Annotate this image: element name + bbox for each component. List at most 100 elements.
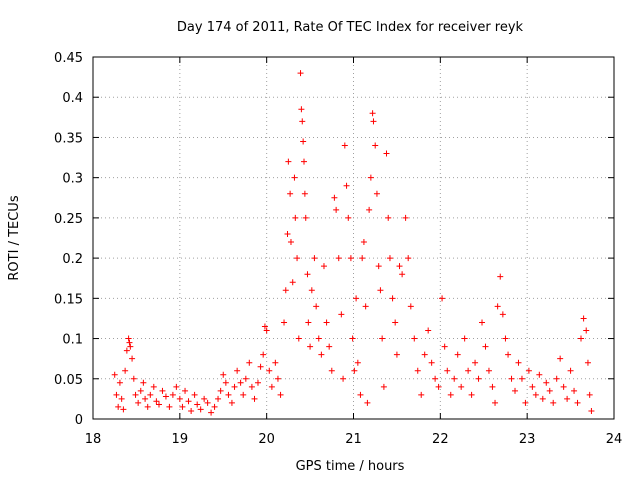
- data-point: [349, 335, 356, 342]
- data-point: [546, 387, 553, 394]
- data-point: [242, 375, 249, 382]
- y-tick-label: 0: [75, 413, 83, 428]
- data-point: [369, 110, 376, 117]
- data-point: [340, 375, 347, 382]
- data-point: [284, 230, 291, 237]
- data-point: [578, 335, 585, 342]
- data-point: [375, 263, 382, 270]
- chart-title: Day 174 of 2011, Rate Of TEC Index for r…: [177, 20, 524, 35]
- data-point: [137, 387, 144, 394]
- y-tick-label: 0.45: [54, 51, 83, 66]
- data-point: [458, 383, 465, 390]
- data-point: [116, 379, 123, 386]
- data-point: [341, 142, 348, 149]
- data-point: [125, 335, 132, 342]
- data-point: [320, 263, 327, 270]
- data-point: [553, 375, 560, 382]
- data-point: [179, 403, 186, 410]
- y-tick-label: 0.35: [54, 131, 83, 146]
- data-point: [347, 255, 354, 262]
- data-point: [126, 339, 133, 346]
- data-point: [159, 387, 166, 394]
- data-point: [240, 391, 247, 398]
- data-point: [261, 323, 268, 330]
- data-point: [515, 359, 522, 366]
- x-tick-label: 24: [606, 432, 623, 447]
- x-tick-label: 22: [432, 432, 449, 447]
- data-point: [228, 399, 235, 406]
- data-points: [111, 70, 595, 416]
- data-point: [331, 194, 338, 201]
- data-point: [118, 395, 125, 402]
- data-point: [399, 271, 406, 278]
- data-point: [127, 343, 134, 350]
- data-point: [140, 379, 147, 386]
- data-point: [472, 359, 479, 366]
- data-point: [225, 391, 232, 398]
- data-point: [277, 391, 284, 398]
- data-point: [120, 406, 127, 413]
- data-point: [372, 142, 379, 149]
- y-axis-label: ROTI / TECUs: [7, 195, 22, 280]
- data-point: [289, 279, 296, 286]
- data-point: [432, 375, 439, 382]
- x-tick-label: 23: [519, 432, 536, 447]
- data-point: [129, 355, 136, 362]
- data-point: [295, 335, 302, 342]
- data-point: [328, 367, 335, 374]
- y-tick-label: 0.25: [54, 212, 83, 227]
- data-point: [567, 367, 574, 374]
- data-point: [326, 343, 333, 350]
- data-point: [411, 335, 418, 342]
- data-point: [215, 395, 222, 402]
- data-point: [518, 375, 525, 382]
- data-point: [211, 403, 218, 410]
- data-point: [583, 327, 590, 334]
- data-point: [302, 214, 309, 221]
- data-point: [197, 406, 204, 413]
- data-point: [439, 295, 446, 302]
- data-point: [287, 239, 294, 246]
- data-point: [268, 383, 275, 390]
- data-point: [451, 375, 458, 382]
- y-tick-label: 0.2: [62, 252, 83, 267]
- data-point: [367, 174, 374, 181]
- data-point: [468, 391, 475, 398]
- data-point: [351, 367, 358, 374]
- data-point: [338, 311, 345, 318]
- y-tick-label: 0.3: [62, 172, 83, 187]
- data-point: [291, 174, 298, 181]
- data-point: [234, 367, 241, 374]
- data-point: [142, 395, 149, 402]
- data-point: [169, 391, 176, 398]
- data-point: [132, 391, 139, 398]
- data-point: [130, 375, 137, 382]
- x-tick-label: 21: [345, 432, 362, 447]
- data-point: [370, 118, 377, 125]
- data-point: [441, 343, 448, 350]
- data-point: [494, 303, 501, 310]
- y-tick-label: 0.05: [54, 373, 83, 388]
- data-point: [580, 315, 587, 322]
- data-point: [297, 70, 304, 77]
- data-point: [194, 401, 201, 408]
- data-point: [135, 399, 142, 406]
- data-point: [425, 327, 432, 334]
- data-point: [435, 383, 442, 390]
- data-point: [301, 190, 308, 197]
- data-point: [379, 335, 386, 342]
- data-point: [465, 367, 472, 374]
- data-point: [333, 206, 340, 213]
- x-tick-label: 18: [85, 432, 102, 447]
- data-point: [231, 383, 238, 390]
- data-point: [257, 363, 264, 370]
- data-point: [201, 395, 208, 402]
- data-point: [505, 351, 512, 358]
- data-point: [405, 255, 412, 262]
- data-point: [529, 383, 536, 390]
- data-point: [353, 295, 360, 302]
- x-axis-label: GPS time / hours: [296, 459, 405, 474]
- data-point: [298, 106, 305, 113]
- data-point: [150, 383, 157, 390]
